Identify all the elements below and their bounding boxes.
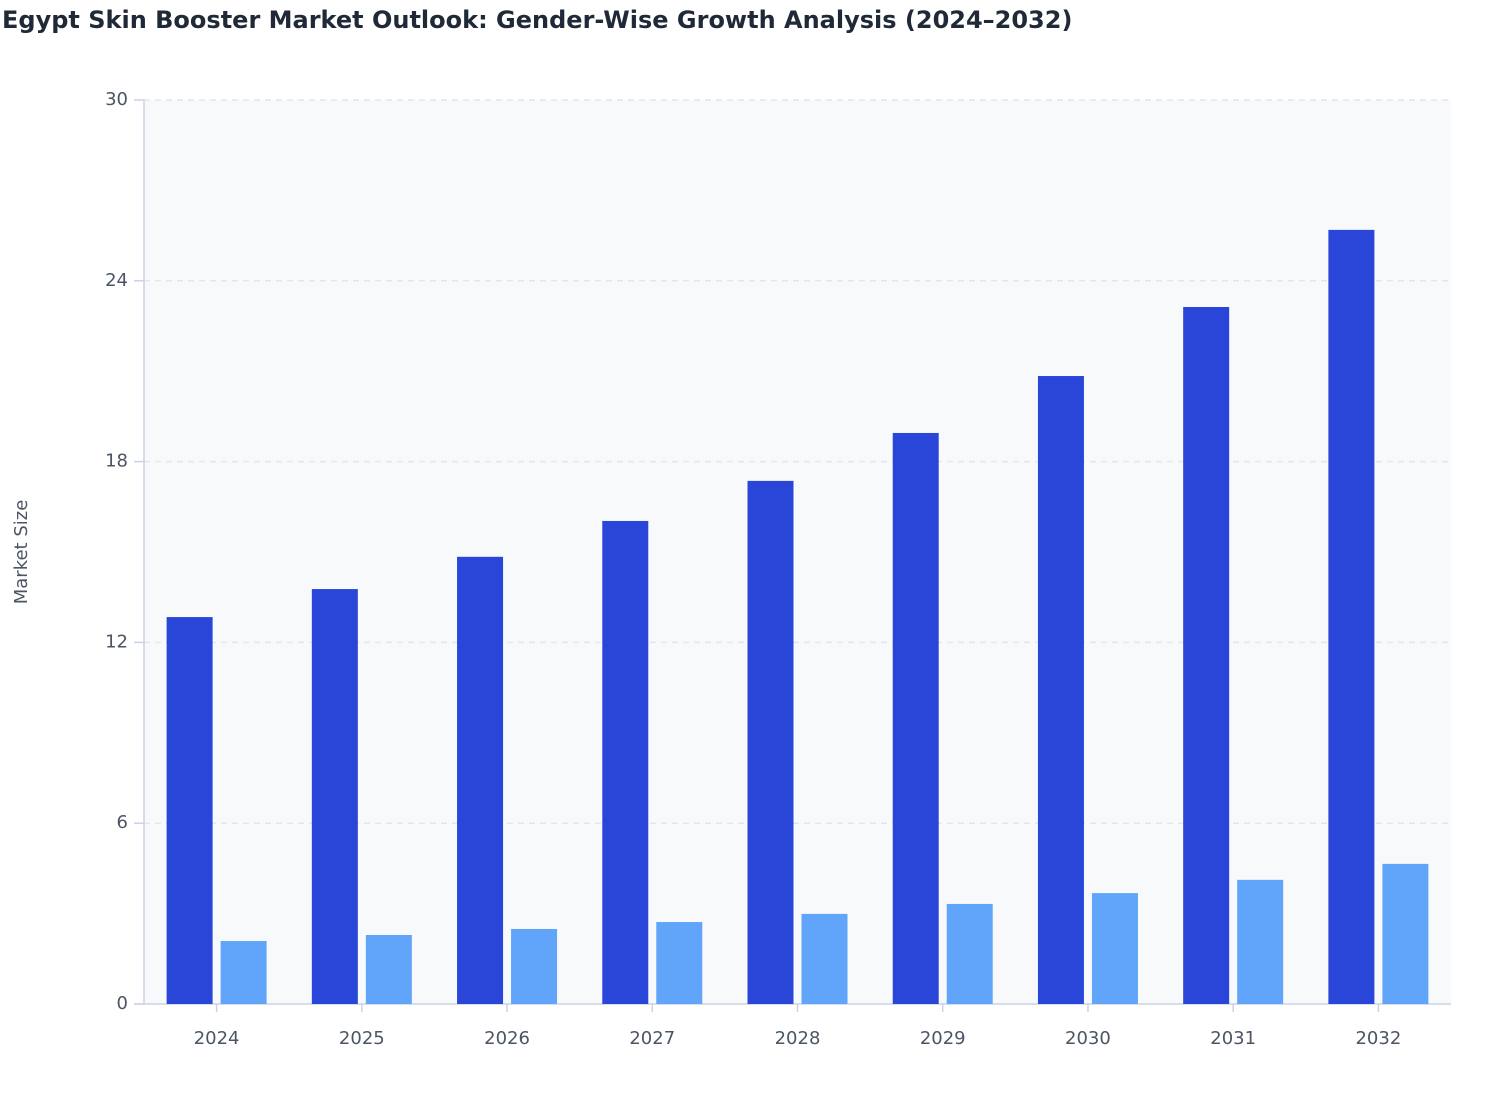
- x-tick-label: 2026: [484, 1028, 530, 1049]
- bar: [656, 922, 703, 1004]
- y-tick-label: 0: [117, 993, 128, 1014]
- bar: [220, 941, 267, 1004]
- bar: [511, 928, 558, 1004]
- x-tick-label: 2029: [920, 1028, 966, 1049]
- x-tick-label: 2028: [775, 1028, 821, 1049]
- bar: [1183, 307, 1230, 1004]
- bar: [1328, 229, 1375, 1005]
- bar: [1382, 863, 1429, 1004]
- bar: [1091, 893, 1138, 1004]
- x-tick-label: 2031: [1210, 1028, 1256, 1049]
- x-tick-label: 2025: [339, 1028, 385, 1049]
- x-tick-label: 2030: [1065, 1028, 1111, 1049]
- y-tick-label: 18: [105, 451, 128, 472]
- x-tick-label: 2027: [629, 1028, 675, 1049]
- bar: [747, 480, 794, 1004]
- bar: [1037, 376, 1084, 1004]
- y-tick-label: 24: [105, 270, 128, 291]
- bar: [602, 520, 649, 1004]
- y-tick-label: 12: [105, 631, 128, 652]
- x-tick-label: 2024: [194, 1028, 240, 1049]
- y-tick-label: 30: [105, 89, 128, 110]
- bar: [892, 432, 939, 1004]
- bar: [801, 913, 848, 1004]
- bar: [1237, 879, 1284, 1004]
- bar: [457, 556, 504, 1004]
- y-axis-label: Market Size: [11, 500, 32, 605]
- bar: [311, 589, 358, 1004]
- bar: [365, 934, 412, 1004]
- bar: [166, 617, 213, 1004]
- chart-title: Egypt Skin Booster Market Outlook: Gende…: [2, 6, 1072, 34]
- x-tick-label: 2032: [1355, 1028, 1401, 1049]
- y-tick-label: 6: [117, 812, 128, 833]
- bar: [946, 903, 993, 1004]
- plot-background: [144, 100, 1451, 1004]
